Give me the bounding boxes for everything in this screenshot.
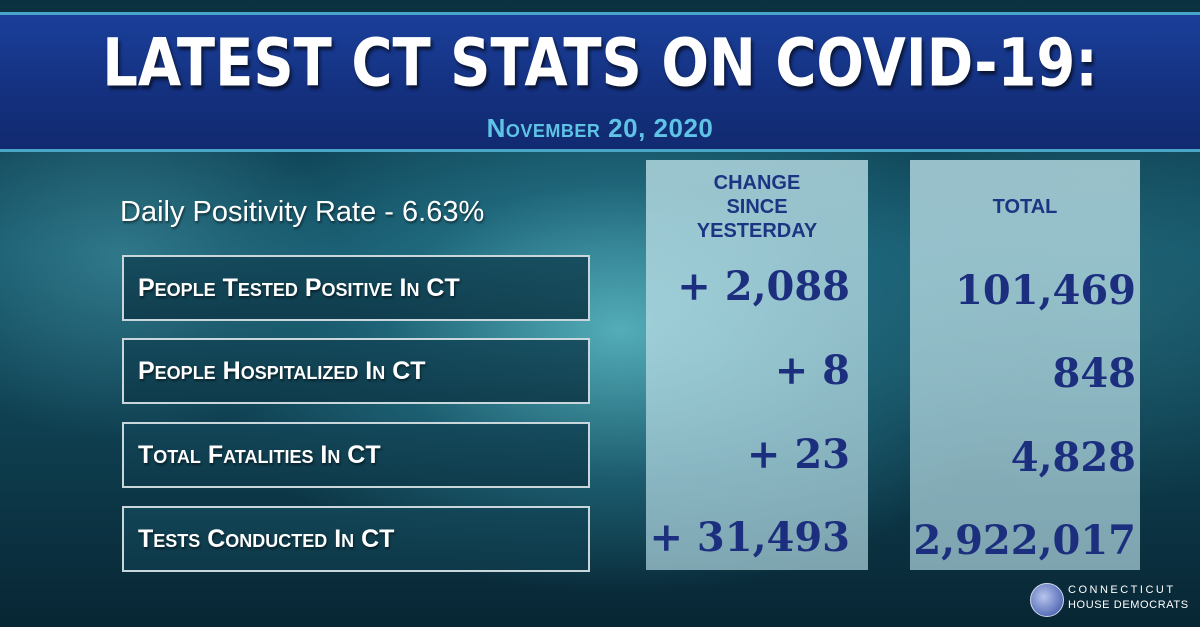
total-value-tested-positive: 101,469 [955,267,1136,314]
change-header-line1: CHANGE [713,172,801,194]
change-value-fatalities: + 23 [746,431,850,478]
change-value-tested-positive: + 2,088 [677,263,850,310]
logo-line2: HOUSE DEMOCRATS [1068,599,1189,611]
total-header: TOTAL [992,196,1058,218]
total-value-fatalities: 4,828 [1010,434,1136,481]
positivity-rate: Daily Positivity Rate - 6.63% [120,196,485,228]
total-value-tests-conducted: 2,922,017 [913,517,1136,564]
change-column: CHANGE SINCE YESTERDAY [646,160,868,570]
row-label-hospitalized: People Hospitalized In CT [122,338,590,404]
change-value-hospitalized: + 8 [774,347,850,394]
row-label-fatalities: Total Fatalities In CT [122,422,590,488]
total-column: TOTAL [910,160,1140,570]
page-title: LATEST CT STATS ON COVID-19: [102,25,1098,102]
state-seal-icon [1030,583,1064,617]
change-header-line2: SINCE [726,196,788,218]
change-value-tests-conducted: + 31,493 [649,514,850,561]
row-label-tests-conducted: Tests Conducted In CT [122,506,590,572]
change-header-line3: YESTERDAY [696,220,818,242]
logo-line1: CONNECTICUT [1068,584,1176,596]
total-value-hospitalized: 848 [1052,350,1137,397]
row-label-tested-positive: People Tested Positive In CT [122,255,590,321]
date-subtitle: November 20, 2020 [486,113,714,143]
header-banner: LATEST CT STATS ON COVID-19: November 20… [0,12,1200,152]
